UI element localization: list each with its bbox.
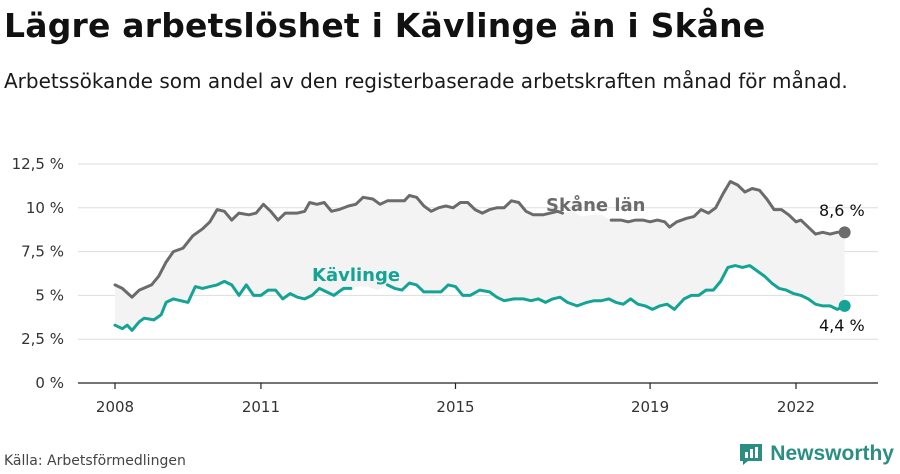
y-tick-label: 5 % xyxy=(35,286,64,304)
series-label-skane: Skåne län xyxy=(546,194,646,216)
x-axis: 2008 2011 2015 2019 2022 xyxy=(96,383,815,416)
difference-band xyxy=(115,181,845,331)
series-line-kavlinge xyxy=(385,264,847,311)
y-tick-label: 10 % xyxy=(26,199,64,217)
chart-title: Lägre arbetslöshet i Kävlinge än i Skåne xyxy=(4,6,766,45)
brand-logo: Newsworthy xyxy=(738,441,894,467)
end-label-skane: 8,6 % xyxy=(819,201,865,220)
series-label-kavlinge: Kävlinge xyxy=(312,265,400,286)
x-tick-label: 2022 xyxy=(777,398,815,416)
x-tick-label: 2011 xyxy=(242,398,280,416)
brand-name: Newsworthy xyxy=(770,442,894,465)
chart-labels: Skåne län Kävlinge 8,6 % 4,4 % xyxy=(312,194,865,335)
series-line-kavlinge xyxy=(113,279,353,332)
y-tick-label: 2,5 % xyxy=(21,330,64,348)
x-tick-label: 2008 xyxy=(96,398,134,416)
y-tick-label: 0 % xyxy=(35,374,64,392)
series-line-skane xyxy=(113,194,564,299)
chart-subtitle: Arbetssökande som andel av den registerb… xyxy=(4,69,848,93)
y-tick-label: 7,5 % xyxy=(21,243,64,261)
newsworthy-logo-icon xyxy=(740,444,763,465)
end-label-kavlinge: 4,4 % xyxy=(819,316,865,335)
y-tick-label: 12,5 % xyxy=(12,155,64,173)
source-note: Källa: Arbetsförmedlingen xyxy=(4,453,186,469)
band-area xyxy=(115,181,845,331)
end-point-skane xyxy=(838,226,851,239)
series-lines xyxy=(113,180,851,332)
x-tick-label: 2015 xyxy=(436,398,474,416)
x-tick-label: 2019 xyxy=(631,398,669,416)
end-point-kavlinge xyxy=(838,299,851,312)
series-line-skane xyxy=(609,180,847,236)
